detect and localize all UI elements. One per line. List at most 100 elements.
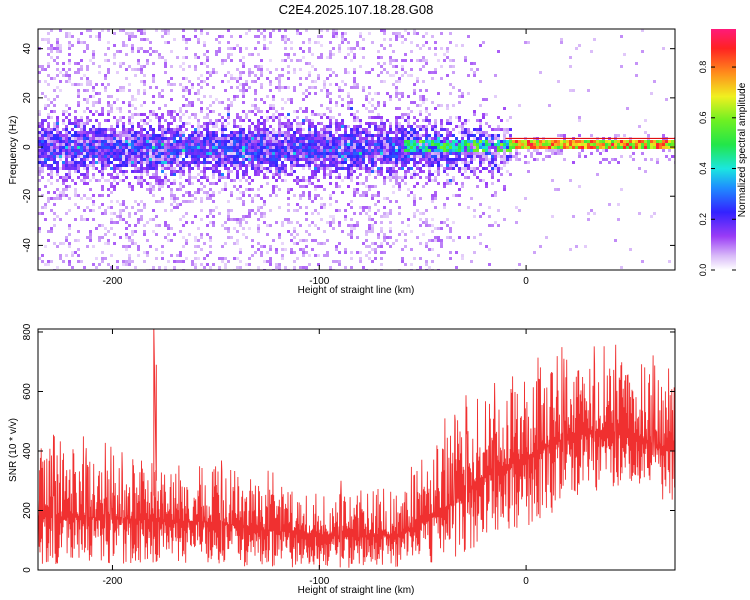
heatmap-cell bbox=[371, 260, 374, 263]
heatmap-cell bbox=[107, 152, 110, 155]
heatmap-cell bbox=[176, 140, 179, 143]
heatmap-cell bbox=[74, 191, 77, 194]
heatmap-cell bbox=[128, 215, 131, 218]
heatmap-cell bbox=[110, 221, 113, 224]
heatmap-cell bbox=[143, 251, 146, 254]
heatmap-cell bbox=[467, 161, 470, 164]
heatmap-cell bbox=[188, 101, 191, 104]
heatmap-cell bbox=[260, 146, 263, 149]
heatmap-cell bbox=[245, 113, 248, 116]
heatmap-cell bbox=[77, 176, 80, 179]
heatmap-cell bbox=[116, 176, 119, 179]
heatmap-cell bbox=[107, 41, 110, 44]
heatmap-cell bbox=[188, 134, 191, 137]
heatmap-cell bbox=[179, 185, 182, 188]
heatmap-cell bbox=[167, 161, 170, 164]
heatmap-cell bbox=[257, 230, 260, 233]
heatmap-cell bbox=[101, 131, 104, 134]
heatmap-cell bbox=[476, 137, 479, 140]
heatmap-cell bbox=[257, 218, 260, 221]
heatmap-cell bbox=[497, 134, 500, 137]
heatmap-cell bbox=[152, 218, 155, 221]
heatmap-cell bbox=[281, 248, 284, 251]
heatmap-cell bbox=[212, 146, 215, 149]
heatmap-cell bbox=[257, 155, 260, 158]
heatmap-cell bbox=[314, 170, 317, 173]
heatmap-cell bbox=[131, 149, 134, 152]
heatmap-cell bbox=[365, 131, 368, 134]
heatmap-cell bbox=[329, 176, 332, 179]
heatmap-cell bbox=[323, 152, 326, 155]
heatmap-cell bbox=[131, 47, 134, 50]
heatmap-cell bbox=[113, 158, 116, 161]
heatmap-cell bbox=[497, 140, 500, 143]
heatmap-cell bbox=[668, 143, 671, 146]
heatmap-cell bbox=[245, 164, 248, 167]
heatmap-cell bbox=[290, 233, 293, 236]
heatmap-cell bbox=[428, 239, 431, 242]
heatmap-cell bbox=[284, 149, 287, 152]
heatmap-cell bbox=[107, 119, 110, 122]
heatmap-cell bbox=[284, 131, 287, 134]
heatmap-cell bbox=[38, 71, 41, 74]
heatmap-cell bbox=[320, 203, 323, 206]
heatmap-cell bbox=[83, 131, 86, 134]
heatmap-cell bbox=[194, 236, 197, 239]
heatmap-cell bbox=[272, 158, 275, 161]
heatmap-cell bbox=[86, 158, 89, 161]
heatmap-cell bbox=[47, 104, 50, 107]
heatmap-cell bbox=[266, 68, 269, 71]
heatmap-cell bbox=[398, 155, 401, 158]
heatmap-cell bbox=[290, 164, 293, 167]
heatmap-cell bbox=[209, 221, 212, 224]
heatmap-cell bbox=[47, 263, 50, 266]
heatmap-cell bbox=[116, 149, 119, 152]
heatmap-cell bbox=[554, 143, 557, 146]
heatmap-cell bbox=[419, 242, 422, 245]
heatmap-cell bbox=[236, 149, 239, 152]
heatmap-cell bbox=[293, 119, 296, 122]
heatmap-cell bbox=[134, 134, 137, 137]
heatmap-cell bbox=[257, 194, 260, 197]
heatmap-cell bbox=[626, 146, 629, 149]
heatmap-cell bbox=[386, 71, 389, 74]
heatmap-cell bbox=[419, 128, 422, 131]
heatmap-cell bbox=[113, 56, 116, 59]
heatmap-cell bbox=[203, 80, 206, 83]
heatmap-cell bbox=[74, 122, 77, 125]
heatmap-cell bbox=[209, 119, 212, 122]
heatmap-cell bbox=[458, 146, 461, 149]
heatmap-cell bbox=[92, 263, 95, 266]
heatmap-cell bbox=[281, 254, 284, 257]
heatmap-cell bbox=[287, 140, 290, 143]
heatmap-cell bbox=[323, 134, 326, 137]
heatmap-cell bbox=[233, 242, 236, 245]
heatmap-cell bbox=[422, 170, 425, 173]
heatmap-cell bbox=[227, 143, 230, 146]
heatmap-cell bbox=[140, 164, 143, 167]
heatmap-cell bbox=[239, 119, 242, 122]
heatmap-cell bbox=[632, 146, 635, 149]
heatmap-cell bbox=[413, 92, 416, 95]
heatmap-cell bbox=[521, 140, 524, 143]
heatmap-cell bbox=[128, 263, 131, 266]
heatmap-cell bbox=[422, 80, 425, 83]
heatmap-cell bbox=[644, 143, 647, 146]
heatmap-cell bbox=[224, 266, 227, 269]
heatmap-cell bbox=[239, 74, 242, 77]
heatmap-cell bbox=[332, 71, 335, 74]
heatmap-cell bbox=[260, 32, 263, 35]
heatmap-cell bbox=[203, 155, 206, 158]
heatmap-cell bbox=[650, 140, 653, 143]
heatmap-cell bbox=[50, 182, 53, 185]
heatmap-cell bbox=[635, 143, 638, 146]
heatmap-cell bbox=[176, 158, 179, 161]
heatmap-cell bbox=[395, 170, 398, 173]
heatmap-cell bbox=[308, 71, 311, 74]
heatmap-cell bbox=[380, 146, 383, 149]
heatmap-cell bbox=[284, 125, 287, 128]
heatmap-cell bbox=[371, 104, 374, 107]
heatmap-cell bbox=[230, 191, 233, 194]
heatmap-cell bbox=[80, 68, 83, 71]
heatmap-cell bbox=[140, 185, 143, 188]
